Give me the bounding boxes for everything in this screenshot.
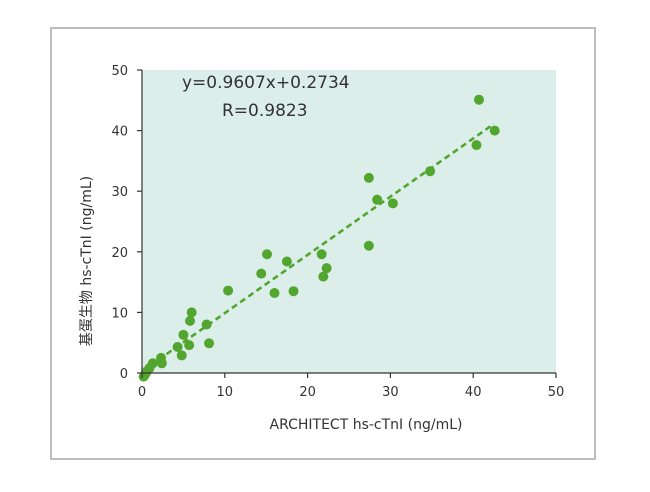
data-point	[425, 166, 436, 177]
data-point	[363, 172, 374, 183]
x-tick-label: 30	[382, 385, 399, 400]
x-tick-label: 50	[548, 385, 565, 400]
data-point	[256, 268, 267, 279]
data-point	[321, 263, 332, 274]
data-point	[223, 285, 234, 296]
data-point	[262, 249, 273, 260]
data-point	[471, 140, 482, 151]
y-axis-label: 基蛋生物 hs-cTnI (ng/mL)	[78, 176, 95, 346]
data-point	[318, 271, 329, 282]
y-tick-label: 30	[111, 185, 128, 200]
data-point	[316, 249, 327, 260]
data-point	[372, 194, 383, 205]
x-tick-label: 40	[465, 385, 482, 400]
points-group	[138, 94, 500, 382]
data-point	[269, 288, 280, 299]
x-axis-label: ARCHITECT hs-cTnI (ng/mL)	[270, 417, 463, 433]
data-point	[156, 358, 167, 369]
data-point	[176, 350, 187, 361]
y-tick-label: 0	[120, 367, 128, 382]
data-point	[186, 307, 197, 318]
x-tick-label: 20	[299, 385, 316, 400]
data-point	[185, 315, 196, 326]
data-point	[147, 358, 158, 369]
data-point	[387, 198, 398, 209]
x-tick-label: 0	[138, 385, 146, 400]
data-point	[178, 329, 189, 340]
data-point	[172, 341, 183, 352]
x-ticks-group: 0 10 20 30 40 50	[138, 373, 564, 400]
data-point	[184, 340, 195, 351]
y-tick-label: 50	[111, 64, 128, 79]
data-point	[288, 286, 299, 297]
y-tick-label: 10	[111, 306, 128, 321]
x-tick-label: 10	[217, 385, 234, 400]
data-point	[489, 125, 500, 136]
data-point	[201, 319, 212, 330]
data-point	[363, 240, 374, 251]
y-ticks-group: 0 10 20 30 40 50	[111, 64, 142, 382]
correlation-coefficient: R=0.9823	[222, 101, 308, 121]
regression-equation: y=0.9607x+0.2734	[182, 73, 350, 93]
data-point	[281, 256, 292, 267]
y-tick-label: 20	[111, 246, 128, 261]
data-point	[473, 94, 484, 105]
y-tick-label: 40	[111, 125, 128, 140]
regression-line-group	[141, 122, 495, 373]
data-point	[204, 338, 215, 349]
regression-line	[141, 122, 495, 373]
